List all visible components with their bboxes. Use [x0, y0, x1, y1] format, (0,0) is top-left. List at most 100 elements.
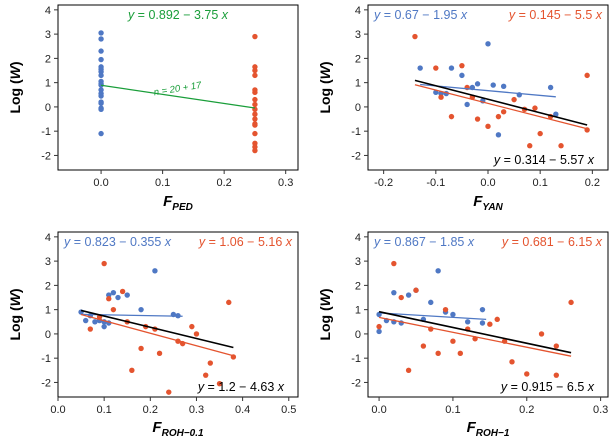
y-axis-title: Log (W) [317, 288, 333, 340]
red-point [487, 321, 493, 327]
x-tick-label: 0.3 [189, 404, 204, 416]
blue-point [98, 93, 104, 99]
blue-point [417, 65, 423, 71]
y-tick-label: 3 [45, 256, 51, 268]
red-point [405, 367, 412, 374]
y-tick-label: 4 [355, 5, 361, 17]
y-tick-label: -2 [351, 150, 361, 162]
panel-4: -2 -1 0 1 2 3 4 0.0 0.1 0.2 0.3 Log (W) FROH−1 y = 0.… [317, 231, 609, 439]
x-tick-label: 0.0 [480, 177, 495, 189]
blue-point [391, 289, 397, 296]
y-tick-label: 2 [45, 280, 51, 292]
red-point [156, 350, 163, 357]
red-point [101, 260, 107, 267]
y-tick-label: -2 [41, 150, 51, 162]
red-regression-line [378, 316, 572, 357]
blue-point [474, 81, 481, 87]
red-point [252, 130, 258, 137]
red-point [226, 299, 232, 306]
blue-point [98, 48, 104, 54]
red-point [584, 72, 590, 79]
blue-point [428, 299, 434, 306]
y-tick-label: 1 [45, 305, 51, 317]
y-tick-label: -1 [41, 126, 51, 138]
sample-size-annotation: n = 20 + 17 [153, 80, 203, 98]
red-point [207, 360, 214, 366]
red-point [138, 345, 144, 352]
blue-point [464, 101, 470, 108]
y-tick-label: 2 [355, 280, 361, 292]
red-point [553, 343, 560, 349]
black-equation: y = 0.915 − 6.5 x [500, 380, 595, 394]
red-point [509, 359, 515, 365]
blue-point [405, 292, 412, 298]
y-tick-label: 1 [45, 78, 51, 90]
x-axis-title: FPED [163, 193, 193, 213]
x-axis-title: FROH−1 [467, 419, 510, 439]
blue-point [495, 132, 502, 138]
red-point [252, 33, 258, 40]
blue-point [547, 84, 554, 91]
x-tick-label: 0.0 [371, 404, 386, 416]
red-point [538, 331, 545, 337]
red-point [106, 296, 112, 302]
blue-point [98, 56, 104, 63]
red-point [252, 72, 258, 79]
blue-point [110, 289, 117, 296]
panel-3: -2 -1 0 1 2 3 4 0.0 0.1 0.2 0.3 0.4 0.5 Log (W) FROH−0… [7, 231, 299, 439]
plot-frame [367, 4, 609, 171]
blue-point [450, 311, 456, 318]
y-tick-label: 3 [355, 256, 361, 268]
red-point [420, 343, 427, 349]
blue-point [479, 320, 486, 326]
blue-point [98, 100, 104, 106]
y-axis-title: Log (W) [7, 288, 23, 340]
red-point [448, 113, 455, 120]
red-point [537, 130, 543, 137]
red-point [474, 116, 481, 122]
red-point [252, 101, 258, 108]
blue-point [82, 317, 89, 324]
black-equation: y = 1.2 − 4.63 x [197, 380, 285, 394]
x-tick-label: 0.1 [445, 404, 460, 416]
blue-point [553, 111, 559, 117]
red-point [129, 367, 135, 374]
x-tick-label: 0.4 [235, 404, 250, 416]
black-regression-line [414, 79, 588, 126]
blue-point [376, 328, 382, 335]
blue-point [152, 268, 158, 274]
plot-frame [57, 4, 299, 171]
red-point [442, 306, 449, 313]
x-tick-label: 0.3 [278, 177, 293, 189]
red-point [438, 94, 444, 100]
blue-point [115, 294, 121, 301]
y-axis-title: Log (W) [7, 61, 23, 113]
x-tick-label: 0.1 [533, 177, 548, 189]
red-point [110, 306, 117, 313]
red-point [202, 372, 209, 378]
blue-point [98, 130, 104, 137]
blue-point [98, 82, 104, 88]
plot-frame [367, 231, 609, 398]
blue-point [98, 72, 104, 79]
red-point [450, 338, 456, 344]
x-tick-label: 0.3 [593, 404, 608, 416]
blue-point [500, 83, 507, 89]
blue-point [459, 72, 465, 79]
red-point [459, 62, 465, 69]
panel-2: -2 -1 0 1 2 3 4 -0.2 -0.1 0.0 0.1 0.2 Log (W) FYAN y =… [317, 4, 609, 213]
x-axis-title: FYAN [473, 193, 503, 213]
x-tick-label: 0.0 [50, 404, 65, 416]
red-equation: y = 0.145 − 5.5 x [508, 8, 603, 22]
y-tick-label: -1 [41, 353, 51, 365]
blue-regression-line [420, 83, 556, 98]
x-axis-title: FROH−0.1 [152, 419, 204, 439]
red-equation: y = 0.681 − 6.15 x [501, 235, 603, 249]
red-equation: y = 1.06 − 5.16 x [198, 235, 293, 249]
y-tick-label: 3 [355, 29, 361, 41]
red-point [532, 105, 538, 111]
red-regression-line [80, 313, 234, 357]
red-point [391, 260, 397, 267]
red-point [252, 67, 258, 74]
